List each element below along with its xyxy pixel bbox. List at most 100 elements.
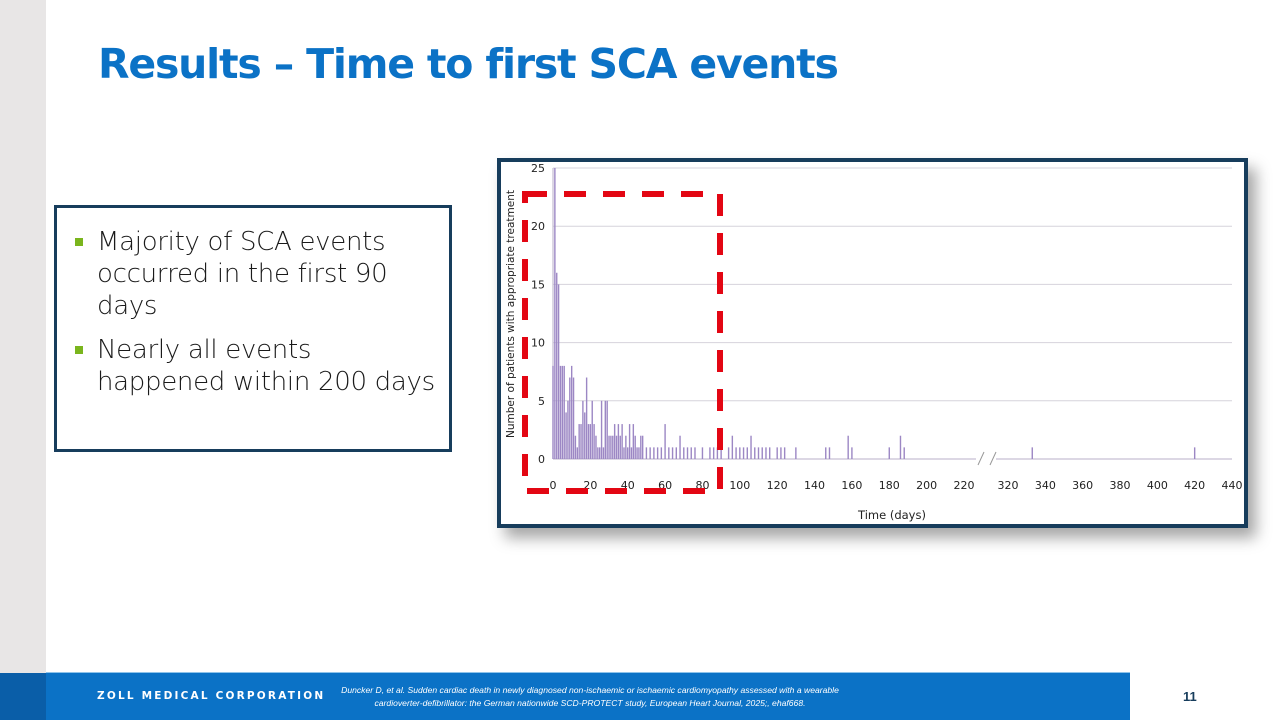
x-tick-label: 220 — [954, 479, 975, 492]
bar — [709, 447, 711, 459]
bullet-square-icon — [75, 346, 83, 354]
bullet-text: Majority of SCA events occurred in the f… — [97, 227, 388, 321]
bar — [1031, 447, 1033, 459]
bar — [664, 424, 666, 459]
bar — [552, 365, 554, 459]
bar — [617, 424, 620, 459]
bar — [769, 447, 771, 459]
bar — [731, 435, 734, 459]
x-tick-label: 420 — [1184, 479, 1205, 492]
bar — [750, 435, 752, 459]
bar — [557, 284, 560, 459]
x-tick-label: 440 — [1222, 479, 1243, 492]
y-axis-label: Number of patients with appropriate trea… — [505, 190, 517, 438]
bar — [606, 400, 608, 459]
bar — [671, 447, 674, 459]
bar — [569, 377, 571, 459]
bar — [613, 424, 616, 459]
bar — [582, 400, 584, 459]
bar — [847, 435, 849, 459]
bar — [554, 168, 556, 459]
y-tick-label: 25 — [531, 162, 545, 175]
x-tick-label: 180 — [879, 479, 900, 492]
bullet-square-icon — [75, 238, 83, 246]
bar — [712, 447, 715, 459]
company-name: ZOLL MEDICAL CORPORATION — [97, 690, 326, 702]
bullet-item: Nearly all events happened within 200 da… — [73, 334, 435, 398]
bar — [630, 447, 633, 459]
bar — [742, 447, 745, 459]
bar — [761, 447, 763, 459]
citation-line-1: Duncker D, et al. Sudden cardiac death i… — [341, 685, 839, 695]
bar — [567, 400, 569, 459]
page-number: 11 — [1183, 689, 1197, 704]
bar — [615, 435, 618, 459]
x-tick-label: 0 — [550, 479, 557, 492]
y-tick-label: 10 — [531, 337, 545, 350]
bar — [585, 377, 588, 459]
bar — [570, 365, 573, 459]
bar — [675, 447, 677, 459]
bar — [602, 447, 605, 459]
x-tick-label: 140 — [804, 479, 825, 492]
bar — [565, 412, 567, 459]
bar — [825, 447, 827, 459]
bar — [746, 447, 748, 459]
bar — [690, 447, 692, 459]
bar — [641, 435, 644, 459]
bar — [694, 447, 696, 459]
bar — [649, 447, 651, 459]
bar — [757, 447, 760, 459]
bar — [580, 424, 582, 459]
bar — [628, 424, 631, 459]
bar — [589, 424, 592, 459]
bar — [632, 424, 635, 459]
x-tick-label: 200 — [916, 479, 937, 492]
bullet-item: Majority of SCA events occurred in the f… — [73, 226, 435, 322]
key-findings-box: Majority of SCA events occurred in the f… — [54, 205, 452, 452]
x-tick-label: 160 — [841, 479, 862, 492]
bar — [559, 365, 562, 459]
bar — [576, 447, 578, 459]
bar — [625, 435, 627, 459]
bar — [572, 377, 575, 459]
citation-line-2: cardioverter-defibrillator: the German n… — [374, 698, 806, 708]
bar — [634, 435, 636, 459]
bar — [610, 435, 612, 459]
axis-break-icon — [989, 451, 997, 466]
bar — [683, 447, 685, 459]
bar — [783, 447, 786, 459]
bar — [653, 447, 655, 459]
footer-rule — [46, 672, 1130, 673]
y-tick-label: 15 — [531, 278, 545, 291]
bar — [701, 447, 704, 459]
bar — [597, 447, 599, 459]
bar — [739, 447, 741, 459]
bar — [600, 400, 603, 459]
bar — [679, 435, 681, 459]
x-tick-label: 340 — [1035, 479, 1056, 492]
x-tick-label: 100 — [729, 479, 750, 492]
footer-bar — [0, 673, 1130, 720]
bar — [686, 447, 689, 459]
bar — [604, 400, 607, 459]
bar — [593, 424, 595, 459]
bar — [735, 447, 737, 459]
bar — [720, 447, 722, 459]
y-tick-label: 5 — [538, 395, 545, 408]
x-tick-label: 120 — [767, 479, 788, 492]
bar — [556, 272, 558, 459]
bar — [716, 447, 719, 459]
y-tick-label: 0 — [538, 453, 545, 466]
bar — [623, 447, 625, 459]
bar — [578, 424, 580, 459]
bar — [599, 447, 601, 459]
bar — [636, 447, 638, 459]
left-decorative-strip — [0, 0, 46, 673]
bar — [668, 447, 670, 459]
bar — [584, 412, 586, 459]
bar — [776, 447, 778, 459]
highlight-box-first-90-days — [522, 191, 723, 494]
x-tick-label: 320 — [998, 479, 1019, 492]
